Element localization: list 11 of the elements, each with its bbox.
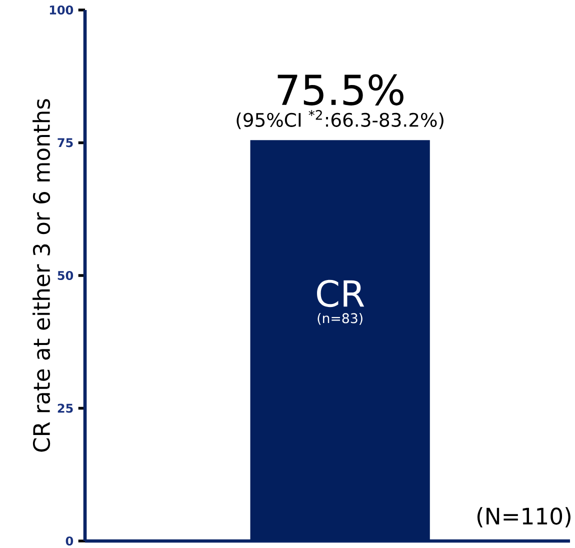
text: (N=110)	[477, 507, 570, 528]
annotation: (95%CI $^{*2}$:66.3-83.2%)	[236, 110, 444, 130]
y-tick-label: 50	[58, 270, 74, 280]
y-tick-label: 0	[66, 536, 74, 546]
y-tick-label: 100	[50, 5, 74, 15]
annotation: (n=83)	[318, 312, 362, 325]
x-tick-label: CR	[317, 280, 364, 308]
y-axis-title: CR rate at either 3 or 6 months	[32, 99, 50, 452]
y-tick-label: 25	[58, 404, 73, 413]
data-label: 75.5%	[278, 74, 404, 106]
y-tick-label: 75	[58, 138, 73, 148]
